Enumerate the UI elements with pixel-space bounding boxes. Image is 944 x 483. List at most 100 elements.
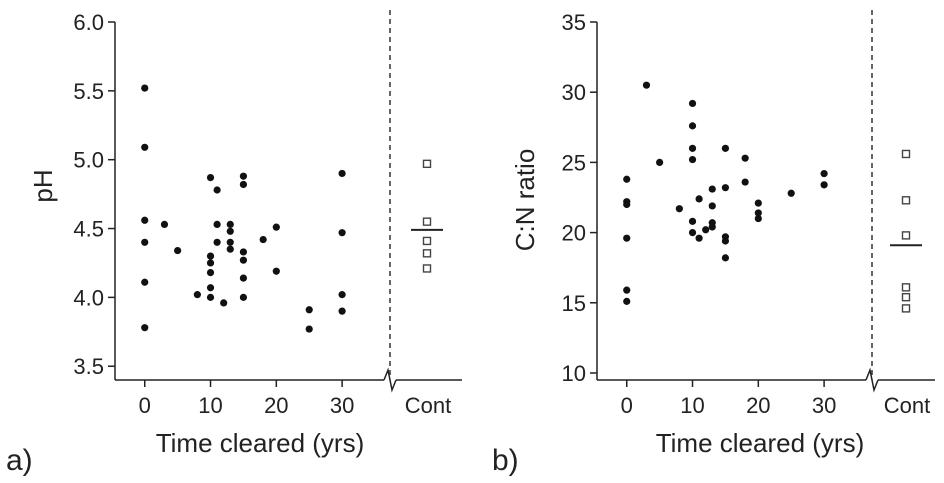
panel-a-points xyxy=(141,84,346,333)
data-point xyxy=(193,291,201,299)
panel-b-y-ticks: 10 15 20 25 30 35 xyxy=(562,10,597,386)
panel-b-x-ticks: 0 10 20 30 xyxy=(621,380,836,418)
data-point xyxy=(259,235,267,244)
data-point xyxy=(338,229,346,237)
y-tick-label: 15 xyxy=(562,291,586,316)
y-tick-label: 3.5 xyxy=(73,354,104,379)
data-point xyxy=(239,180,248,189)
control-point xyxy=(422,217,432,226)
panel-b-cn-ratio-chart: 10 15 20 25 30 35 0 10 20 30 Cont Time cleared (… xyxy=(492,10,935,477)
data-point xyxy=(141,84,149,92)
data-point xyxy=(741,178,749,186)
data-point xyxy=(141,216,149,224)
panel-b-points xyxy=(623,81,828,305)
x-tick-label: 0 xyxy=(621,393,633,418)
data-point xyxy=(206,259,215,267)
data-point xyxy=(688,228,697,237)
control-point xyxy=(901,283,911,292)
data-point xyxy=(305,306,313,314)
data-point xyxy=(206,284,215,292)
data-point xyxy=(754,214,762,223)
data-point xyxy=(721,254,730,262)
data-point xyxy=(820,170,828,178)
panel-b-control-points xyxy=(890,149,922,313)
x-tick-label: 0 xyxy=(139,393,151,418)
data-point xyxy=(708,223,716,231)
data-point xyxy=(226,220,234,229)
data-point xyxy=(338,169,346,178)
data-point xyxy=(695,234,703,242)
control-point xyxy=(901,292,911,302)
data-point xyxy=(272,267,280,275)
data-point xyxy=(239,293,248,301)
data-point xyxy=(642,81,651,89)
data-point xyxy=(239,256,248,264)
data-point xyxy=(721,144,730,152)
data-point xyxy=(141,238,149,246)
control-point xyxy=(901,196,911,205)
data-point xyxy=(141,278,149,286)
panel-a-control-label: Cont xyxy=(405,393,451,418)
data-point xyxy=(688,144,697,152)
data-point xyxy=(754,209,762,217)
data-point xyxy=(213,238,221,246)
data-point xyxy=(206,252,215,260)
y-tick-label: 5.5 xyxy=(73,79,104,104)
data-point xyxy=(820,181,828,189)
data-point xyxy=(741,154,749,162)
panel-b-x-axis-title: Time cleared (yrs) xyxy=(656,428,865,458)
data-point xyxy=(721,237,730,245)
data-point xyxy=(688,217,697,225)
x-tick-label: 10 xyxy=(680,393,704,418)
data-point xyxy=(623,200,631,209)
panel-a-control-points xyxy=(411,159,443,273)
data-point xyxy=(272,223,280,231)
data-point xyxy=(160,220,169,229)
data-point xyxy=(754,199,762,207)
x-tick-label: 30 xyxy=(812,393,836,418)
y-tick-label: 4.5 xyxy=(73,217,104,242)
data-point xyxy=(721,184,730,192)
panel-a-x-axis-title: Time cleared (yrs) xyxy=(156,428,365,458)
data-point xyxy=(206,269,215,277)
data-point xyxy=(206,293,215,301)
panel-a-x-ticks: 0 10 20 30 xyxy=(139,380,354,418)
y-tick-label: 10 xyxy=(562,361,586,386)
data-point xyxy=(305,325,313,333)
panel-a-y-axis-title: pH xyxy=(28,169,58,202)
control-point xyxy=(422,159,432,169)
data-point xyxy=(226,245,234,253)
data-point xyxy=(338,291,346,299)
data-point xyxy=(623,175,631,183)
data-point xyxy=(702,226,710,234)
y-tick-label: 6.0 xyxy=(73,10,104,35)
data-point xyxy=(239,274,248,282)
data-point xyxy=(708,185,716,193)
data-point xyxy=(141,324,149,332)
panel-b-y-axis-title: C:N ratio xyxy=(510,149,540,252)
data-point xyxy=(787,189,795,197)
data-point xyxy=(226,227,234,235)
control-point xyxy=(901,304,911,313)
data-point xyxy=(688,122,697,130)
data-point xyxy=(213,220,221,229)
data-point xyxy=(239,248,248,256)
x-tick-label: 10 xyxy=(198,393,222,418)
data-point xyxy=(623,286,631,294)
y-tick-label: 20 xyxy=(562,221,586,246)
data-point xyxy=(675,205,683,213)
y-tick-label: 5.0 xyxy=(73,148,104,173)
control-point xyxy=(422,249,432,258)
panel-a-y-ticks: 3.5 4.0 4.5 5.0 5.5 6.0 xyxy=(73,10,115,379)
control-point xyxy=(901,149,911,159)
data-point xyxy=(688,99,697,108)
data-point xyxy=(226,238,234,246)
control-point xyxy=(901,231,911,240)
data-point xyxy=(708,202,716,210)
data-point xyxy=(623,234,631,242)
control-point xyxy=(422,236,432,246)
panel-b-control-label: Cont xyxy=(884,393,930,418)
y-tick-label: 25 xyxy=(562,150,586,175)
data-point xyxy=(695,195,703,203)
